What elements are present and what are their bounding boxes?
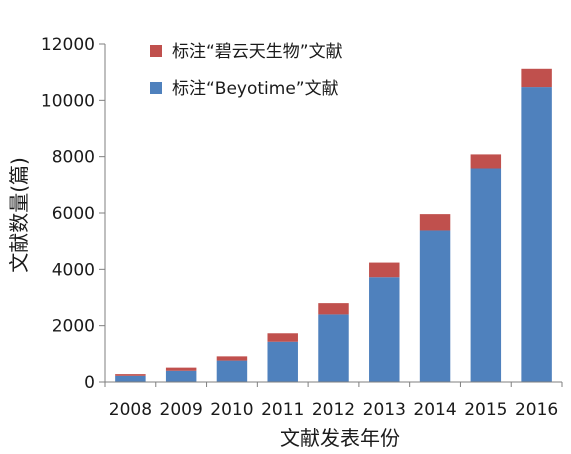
y-axis-title: 文献数量(篇) bbox=[7, 157, 31, 273]
y-tick-label: 10000 bbox=[41, 91, 95, 111]
y-axis-ticks: 0 2000 4000 6000 8000 10000 12000 bbox=[41, 35, 105, 393]
x-tick-label: 2013 bbox=[363, 400, 406, 420]
bar-beyotime-2011 bbox=[267, 341, 298, 382]
bar-beyotime-2010 bbox=[216, 360, 248, 382]
x-tick-label: 2010 bbox=[210, 400, 253, 420]
legend-swatch-beyotime bbox=[150, 82, 162, 94]
y-tick-label: 4000 bbox=[52, 260, 95, 280]
bar-beyotime-2009 bbox=[165, 370, 197, 382]
y-tick-label: 12000 bbox=[41, 35, 95, 55]
bar-beyotime-2013 bbox=[369, 277, 400, 382]
bar-beyotime-2008 bbox=[115, 375, 146, 382]
bar-biyuntian-2012 bbox=[318, 303, 349, 315]
bar-groups bbox=[115, 68, 552, 382]
bar-biyuntian-2009 bbox=[165, 367, 197, 371]
y-tick-label: 2000 bbox=[52, 317, 95, 337]
bar-biyuntian-2011 bbox=[267, 333, 298, 342]
x-tick-label: 2015 bbox=[464, 400, 507, 420]
legend-swatch-biyuntian bbox=[150, 45, 162, 57]
bar-biyuntian-2008 bbox=[115, 374, 146, 376]
x-axis-ticks: 2008 2009 2010 2011 2012 2013 2014 2015 2016 bbox=[104, 382, 563, 420]
x-tick-label: 2016 bbox=[515, 400, 558, 420]
y-tick-label: 6000 bbox=[52, 204, 95, 224]
bar-biyuntian-2016 bbox=[521, 68, 552, 88]
bar-beyotime-2014 bbox=[419, 230, 451, 382]
x-tick-label: 2008 bbox=[109, 400, 152, 420]
x-tick-label: 2009 bbox=[160, 400, 203, 420]
legend: 标注“碧云天生物”文献 标注“Beyotime”文献 bbox=[150, 42, 343, 99]
bar-biyuntian-2013 bbox=[369, 262, 400, 278]
x-axis-title: 文献发表年份 bbox=[280, 426, 400, 450]
bar-biyuntian-2010 bbox=[216, 356, 248, 361]
bar-biyuntian-2015 bbox=[470, 154, 502, 169]
x-tick-label: 2012 bbox=[312, 400, 355, 420]
y-tick-label: 8000 bbox=[52, 148, 95, 168]
x-tick-label: 2011 bbox=[261, 400, 304, 420]
bar-beyotime-2012 bbox=[318, 314, 349, 382]
x-tick-label: 2014 bbox=[413, 400, 456, 420]
bar-beyotime-2015 bbox=[470, 168, 502, 382]
bar-beyotime-2016 bbox=[521, 87, 552, 382]
legend-label-biyuntian: 标注“碧云天生物”文献 bbox=[172, 42, 343, 62]
y-tick-label: 0 bbox=[84, 373, 95, 393]
legend-label-beyotime: 标注“Beyotime”文献 bbox=[172, 79, 339, 99]
bar-biyuntian-2014 bbox=[419, 214, 451, 231]
